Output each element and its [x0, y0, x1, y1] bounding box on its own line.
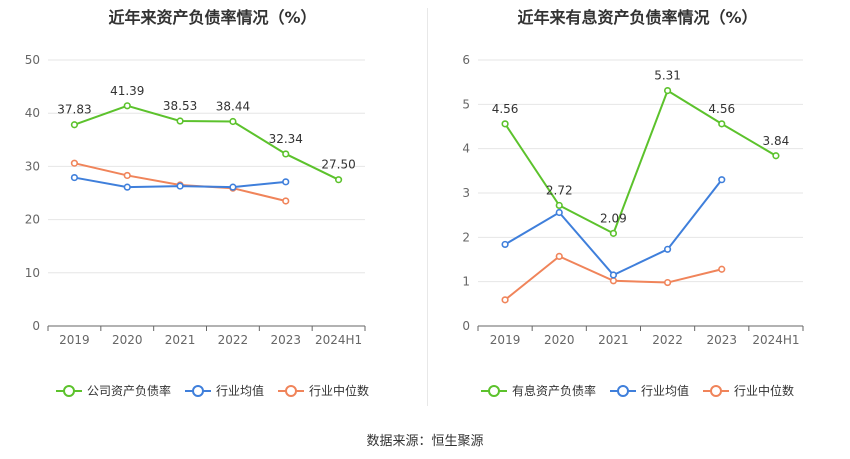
data-point: [176, 182, 184, 190]
legend-label: 有息资产负债率: [511, 384, 596, 398]
y-tick-label: 5: [462, 97, 470, 111]
chart-right: 近年来有息资产负债率情况（%） 0 1 2 3 4 5 6 2019 2020 2021 2022 2…: [425, 0, 850, 410]
data-label: 4.56: [492, 102, 519, 116]
x-tick-label: 2022: [218, 333, 249, 347]
data-point: [123, 102, 131, 110]
data-point: [70, 121, 79, 129]
data-point: [772, 152, 780, 160]
data-point: [70, 159, 79, 167]
data-point: [334, 176, 343, 184]
legend-item[interactable]: 有息资产负债率: [480, 382, 596, 399]
data-label: 2.72: [546, 183, 573, 197]
chart-left-plot: 0 10 20 30 40 50 2019 2020 2021 2022 2023 2024H1 37.…: [25, 53, 366, 347]
x-tick-label: 2024H1: [752, 333, 799, 347]
legend-item[interactable]: 行业中位数: [703, 382, 794, 399]
chart-left-title: 近年来资产负债率情况（%）: [108, 8, 317, 27]
data-point: [229, 183, 237, 191]
y-tick-label: 20: [25, 213, 40, 227]
data-point: [555, 208, 563, 217]
data-point: [555, 252, 563, 260]
x-tick-label: 2024H1: [315, 333, 362, 347]
y-tick-label: 2: [462, 230, 470, 244]
data-point: [663, 278, 672, 287]
y-tick-label: 1: [462, 275, 470, 289]
y-tick-label: 0: [32, 319, 40, 333]
legend-label: 行业均值: [640, 384, 689, 398]
legend-label: 行业中位数: [309, 384, 370, 398]
x-tick-label: 2019: [59, 333, 90, 347]
chart-right-plot: 0 1 2 3 4 5 6 2019 2020 2021 2022 2023 2024H1 4.56 2.7…: [462, 53, 804, 347]
x-tick-label: 2021: [165, 333, 196, 347]
y-tick-label: 6: [462, 53, 470, 67]
x-tick-label: 2022: [652, 333, 683, 347]
data-point: [501, 240, 509, 249]
chart-right-legend: 有息资产负债率 行业均值 行业中位数: [425, 382, 850, 399]
data-label: 37.83: [57, 103, 91, 117]
x-tick-label: 2021: [598, 333, 629, 347]
data-point: [123, 183, 131, 191]
legend-label: 公司资产负债率: [86, 384, 171, 398]
data-label: 32.34: [269, 132, 303, 146]
x-tick-label: 2019: [490, 333, 521, 347]
data-point: [609, 229, 618, 237]
legend-item[interactable]: 行业均值: [609, 382, 689, 399]
legend-marker-icon: [703, 384, 729, 397]
data-point: [663, 245, 672, 253]
x-tick-label: 2023: [706, 333, 737, 347]
data-label: 38.44: [216, 99, 250, 113]
data-label: 27.50: [321, 158, 355, 172]
series-line: [504, 89, 777, 235]
legend-marker-icon: [278, 384, 304, 397]
y-tick-label: 0: [462, 319, 470, 333]
data-point: [663, 86, 672, 95]
data-point: [501, 120, 509, 128]
data-point: [718, 120, 726, 128]
panel-divider: [427, 8, 428, 406]
y-tick-label: 10: [25, 266, 40, 280]
chart-left: 近年来资产负债率情况（%） 0 10 20 30 40 50 2019 2020 2021 202…: [0, 0, 425, 410]
data-label: 3.84: [763, 134, 790, 148]
data-point: [718, 176, 726, 184]
legend-marker-icon: [480, 384, 507, 397]
legend-marker-icon: [609, 384, 636, 397]
data-point: [123, 171, 131, 180]
y-tick-label: 3: [462, 186, 470, 200]
legend-label: 行业中位数: [734, 384, 795, 398]
data-point: [282, 150, 290, 158]
data-point: [176, 117, 184, 125]
y-tick-label: 50: [25, 53, 40, 67]
x-tick-label: 2020: [112, 333, 143, 347]
data-source-note: 数据来源：恒生聚源: [366, 434, 484, 449]
series-line: [504, 179, 723, 277]
data-label: 38.53: [163, 99, 197, 113]
data-point: [555, 201, 563, 210]
chart-left-legend: 公司资产负债率 行业均值 行业中位数: [0, 382, 425, 399]
data-label: 5.31: [654, 69, 681, 83]
x-tick-label: 2023: [270, 333, 301, 347]
legend-label: 行业均值: [215, 384, 264, 398]
data-point: [501, 296, 509, 304]
chart-right-title: 近年来有息资产负债率情况（%）: [517, 8, 758, 27]
legend-item[interactable]: 行业中位数: [278, 382, 369, 399]
y-tick-label: 30: [25, 159, 40, 173]
data-point: [718, 265, 726, 273]
legend-marker-icon: [184, 384, 211, 397]
data-label: 41.39: [110, 84, 144, 98]
data-label: 4.56: [708, 102, 735, 116]
data-point: [282, 197, 290, 205]
legend-item[interactable]: 公司资产负债率: [55, 382, 171, 399]
legend-marker-icon: [55, 384, 82, 397]
data-point: [609, 277, 618, 285]
data-point: [70, 173, 79, 182]
data-label: 2.09: [600, 211, 627, 225]
data-point: [609, 271, 618, 279]
series-line: [74, 104, 340, 181]
legend-item[interactable]: 行业均值: [184, 382, 264, 399]
data-point: [282, 178, 290, 186]
x-tick-label: 2020: [544, 333, 575, 347]
data-point: [229, 117, 237, 126]
y-tick-label: 40: [25, 106, 40, 120]
y-tick-label: 4: [462, 142, 470, 156]
